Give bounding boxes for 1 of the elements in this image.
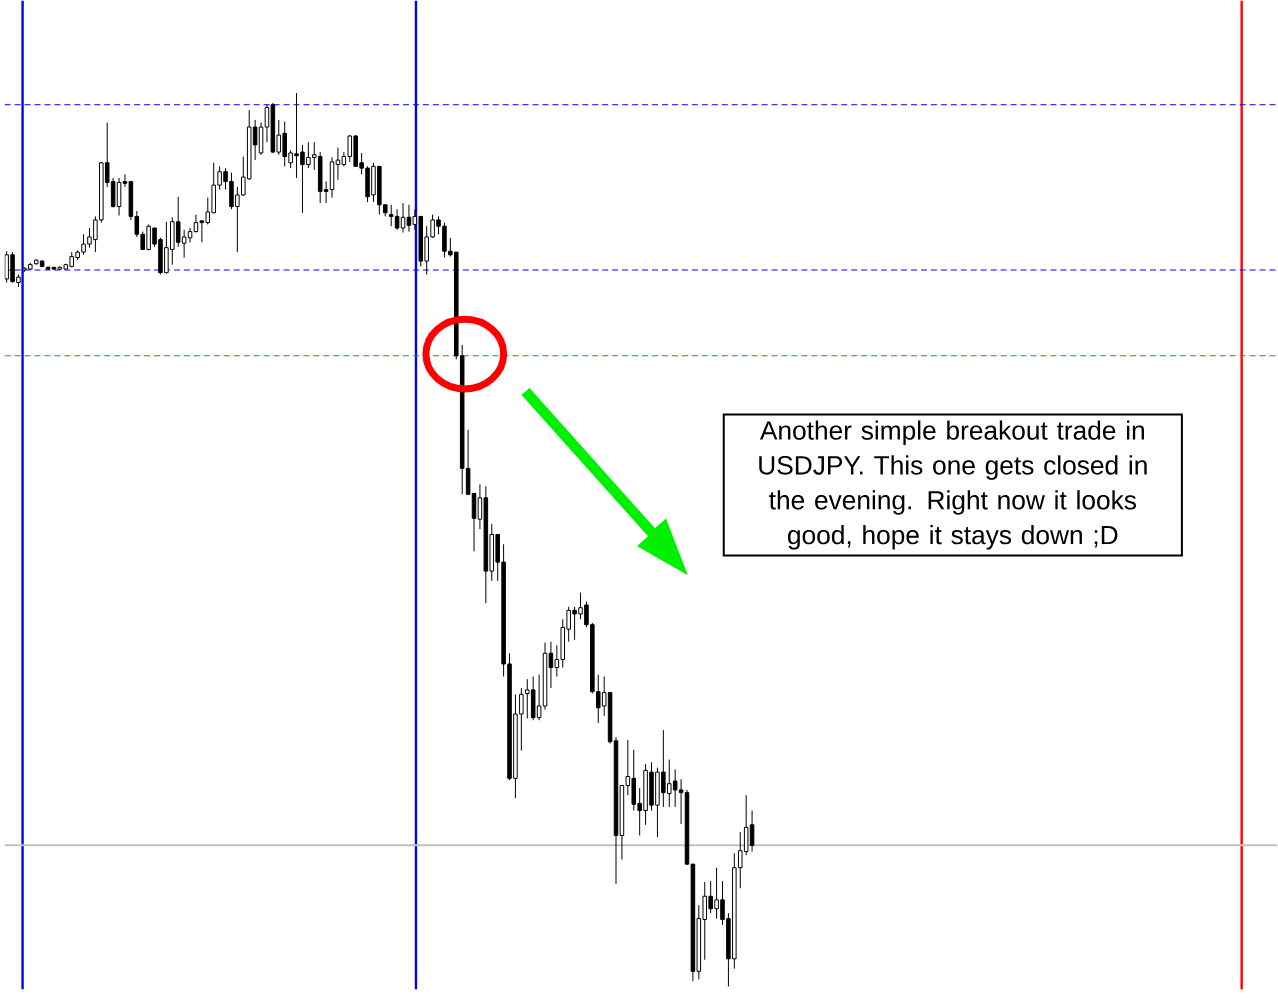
- text: Another simple breakout trade in USDJPY. This one gets closed in the evening. Right now it looks good, hope it stays down ;D: [759, 420, 1147, 550]
